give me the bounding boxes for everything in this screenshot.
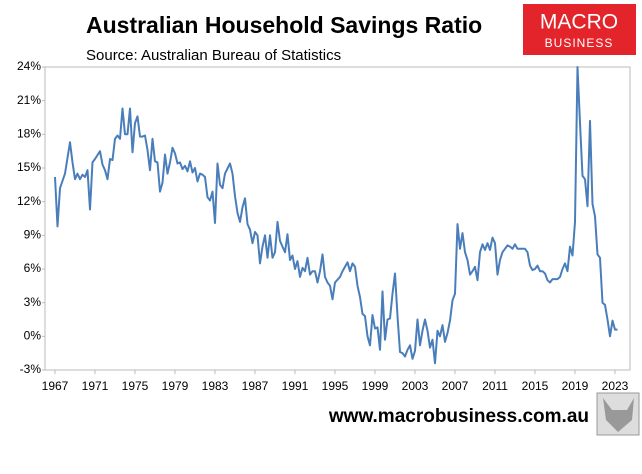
y-tick-label: 21% bbox=[17, 93, 41, 107]
x-tick-label: 1971 bbox=[82, 379, 109, 393]
y-tick-label: 12% bbox=[17, 194, 41, 208]
x-tick-label: 1987 bbox=[242, 379, 269, 393]
y-tick-label: 18% bbox=[17, 127, 41, 141]
x-tick-label: 2007 bbox=[442, 379, 469, 393]
x-tick-label: 1975 bbox=[122, 379, 149, 393]
y-tick-label: -3% bbox=[20, 362, 42, 376]
x-tick-label: 1983 bbox=[202, 379, 229, 393]
series-line bbox=[54, 66, 618, 365]
y-tick-label: 0% bbox=[24, 329, 42, 343]
x-tick-label: 2023 bbox=[602, 379, 629, 393]
plot-frame bbox=[44, 66, 631, 371]
chart-title: Australian Household Savings Ratio bbox=[86, 12, 482, 38]
x-tick-label: 1999 bbox=[362, 379, 389, 393]
x-tick-label: 1967 bbox=[42, 379, 69, 393]
y-tick-label: 9% bbox=[24, 228, 42, 242]
y-tick-label: 15% bbox=[17, 160, 41, 174]
logo-line2: BUSINESS bbox=[545, 36, 614, 50]
x-tick-label: 2011 bbox=[482, 379, 508, 393]
y-tick-label: 6% bbox=[24, 261, 42, 275]
x-tick-label: 1995 bbox=[322, 379, 349, 393]
chart-subtitle: Source: Australian Bureau of Statistics bbox=[86, 47, 341, 64]
x-tick-label: 2019 bbox=[562, 379, 589, 393]
y-tick-label: 24% bbox=[17, 59, 41, 73]
y-tick-label: 3% bbox=[24, 295, 42, 309]
x-tick-label: 1991 bbox=[282, 379, 309, 393]
x-tick-label: 2003 bbox=[402, 379, 429, 393]
x-tick-label: 2015 bbox=[522, 379, 549, 393]
fox-icon bbox=[596, 392, 640, 436]
x-tick-label: 1979 bbox=[162, 379, 189, 393]
logo-box bbox=[523, 4, 636, 55]
footer: www.macrobusiness.com.au bbox=[328, 406, 589, 427]
logo-line1: MACRO bbox=[540, 11, 618, 34]
